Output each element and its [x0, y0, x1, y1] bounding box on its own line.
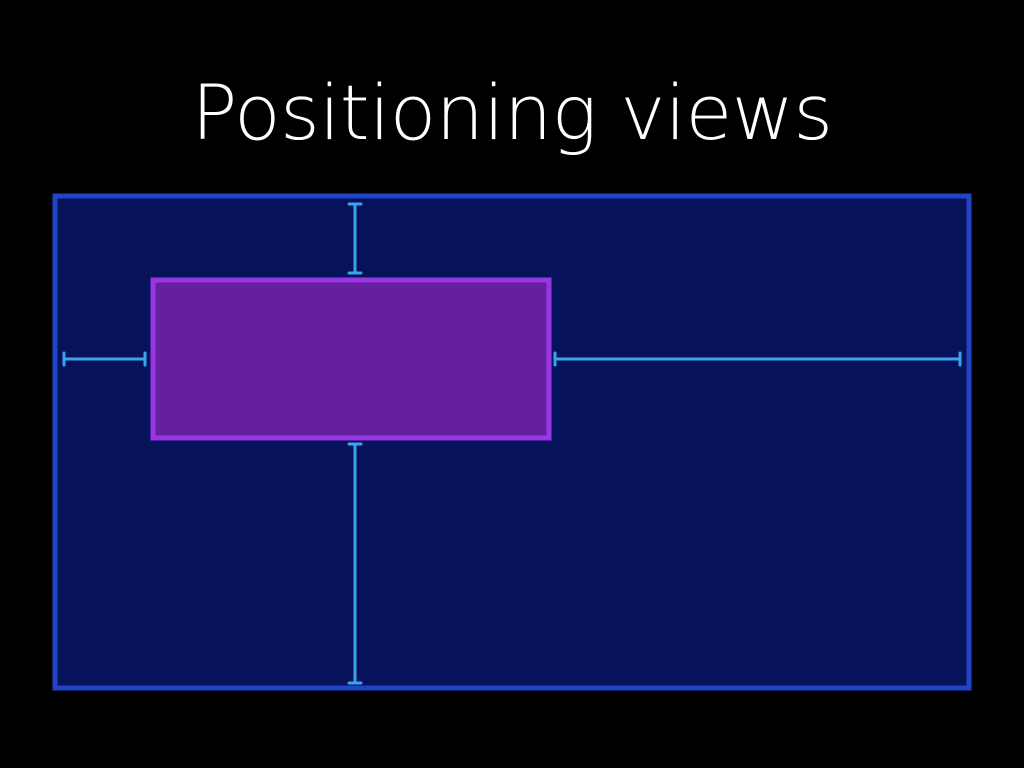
right-margin-marker	[553, 351, 962, 367]
top-margin-marker	[347, 202, 363, 275]
superview-rect	[52, 193, 972, 691]
bottom-margin-marker	[347, 442, 363, 685]
left-margin-marker	[62, 351, 147, 367]
slide-title: Positioning views	[191, 68, 833, 157]
subview-rect	[150, 277, 552, 441]
